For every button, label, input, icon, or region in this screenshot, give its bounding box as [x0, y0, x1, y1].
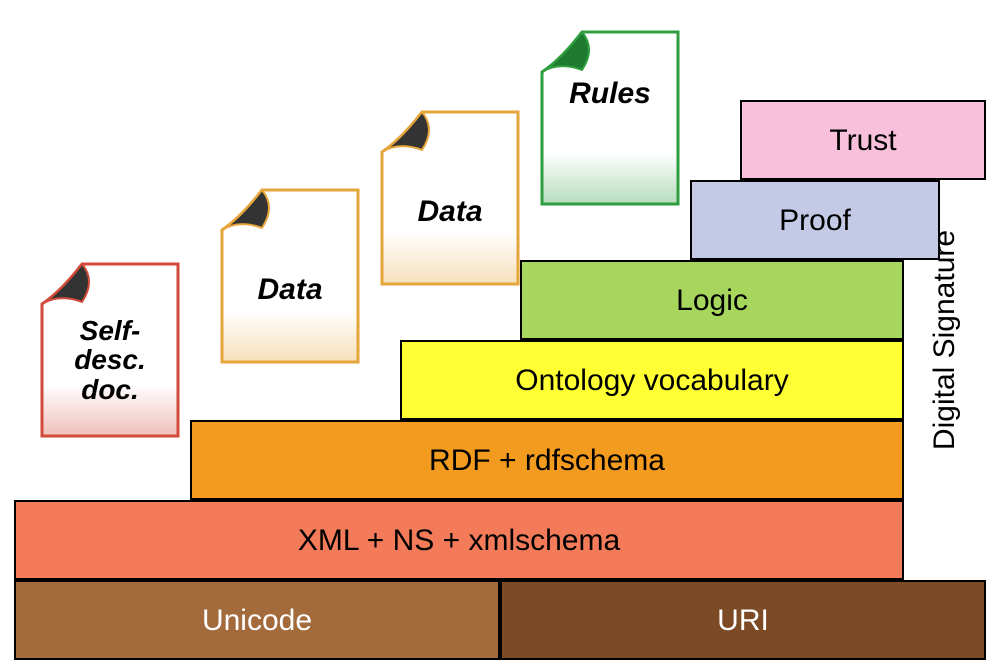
layer-logic: Logic	[520, 260, 904, 340]
layer-proof: Proof	[690, 180, 940, 260]
doc-self-desc-label: Self-desc.doc.	[40, 316, 180, 404]
layer-unicode-label: Unicode	[202, 604, 312, 637]
doc-rules: Rules	[540, 30, 680, 206]
layer-xml: XML + NS + xmlschema	[14, 500, 904, 580]
digital-signature-label: Digital Signature	[904, 180, 986, 500]
layer-proof-label: Proof	[779, 204, 851, 237]
layer-unicode: Unicode	[14, 580, 500, 660]
digital-signature-text: Digital Signature	[928, 230, 962, 450]
layer-ontology: Ontology vocabulary	[400, 340, 904, 420]
layer-xml-label: XML + NS + xmlschema	[298, 524, 620, 557]
doc-data-1-label: Data	[220, 274, 360, 306]
layer-trust-label: Trust	[829, 124, 896, 157]
layer-uri-label: URI	[717, 604, 769, 637]
doc-self-desc: Self-desc.doc.	[40, 262, 180, 438]
layer-logic-label: Logic	[676, 284, 748, 317]
semantic-web-stack-diagram: Unicode URI XML + NS + xmlschema RDF + r…	[0, 0, 1000, 665]
layer-rdf: RDF + rdfschema	[190, 420, 904, 500]
page-curl-icon	[540, 30, 680, 206]
layer-trust: Trust	[740, 100, 986, 180]
doc-data-2: Data	[380, 110, 520, 286]
layer-rdf-label: RDF + rdfschema	[429, 444, 665, 477]
layer-uri: URI	[500, 580, 986, 660]
doc-data-2-label: Data	[380, 196, 520, 228]
layer-ontology-label: Ontology vocabulary	[515, 364, 789, 397]
doc-data-1: Data	[220, 188, 360, 364]
doc-rules-label: Rules	[540, 78, 680, 110]
